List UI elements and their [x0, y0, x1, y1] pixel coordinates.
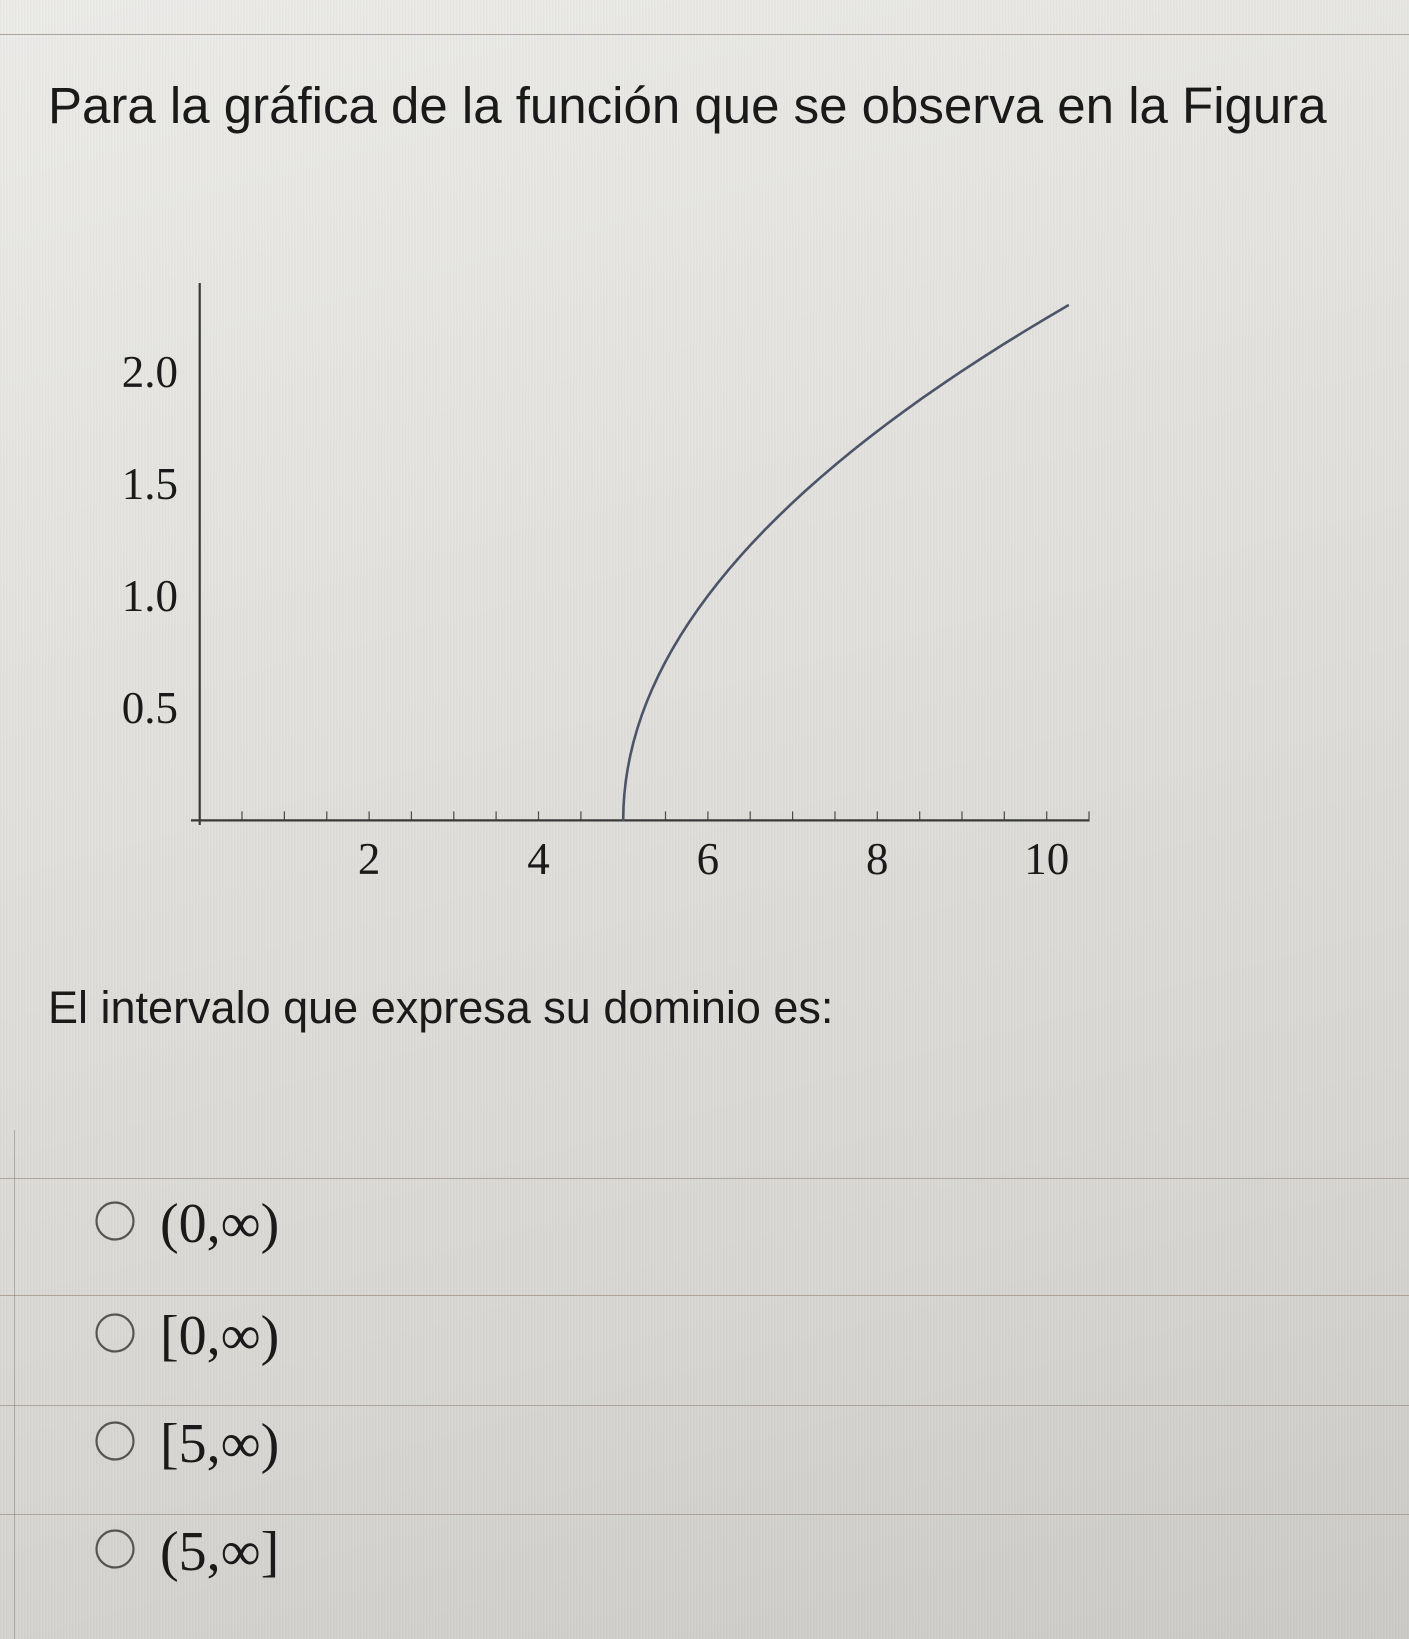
svg-text:[0,∞): [0,∞)	[160, 1305, 279, 1367]
svg-text:(5,∞]: (5,∞]	[160, 1521, 279, 1583]
svg-text:(0,∞): (0,∞)	[160, 1193, 279, 1255]
svg-text:[5,∞): [5,∞)	[160, 1413, 279, 1475]
